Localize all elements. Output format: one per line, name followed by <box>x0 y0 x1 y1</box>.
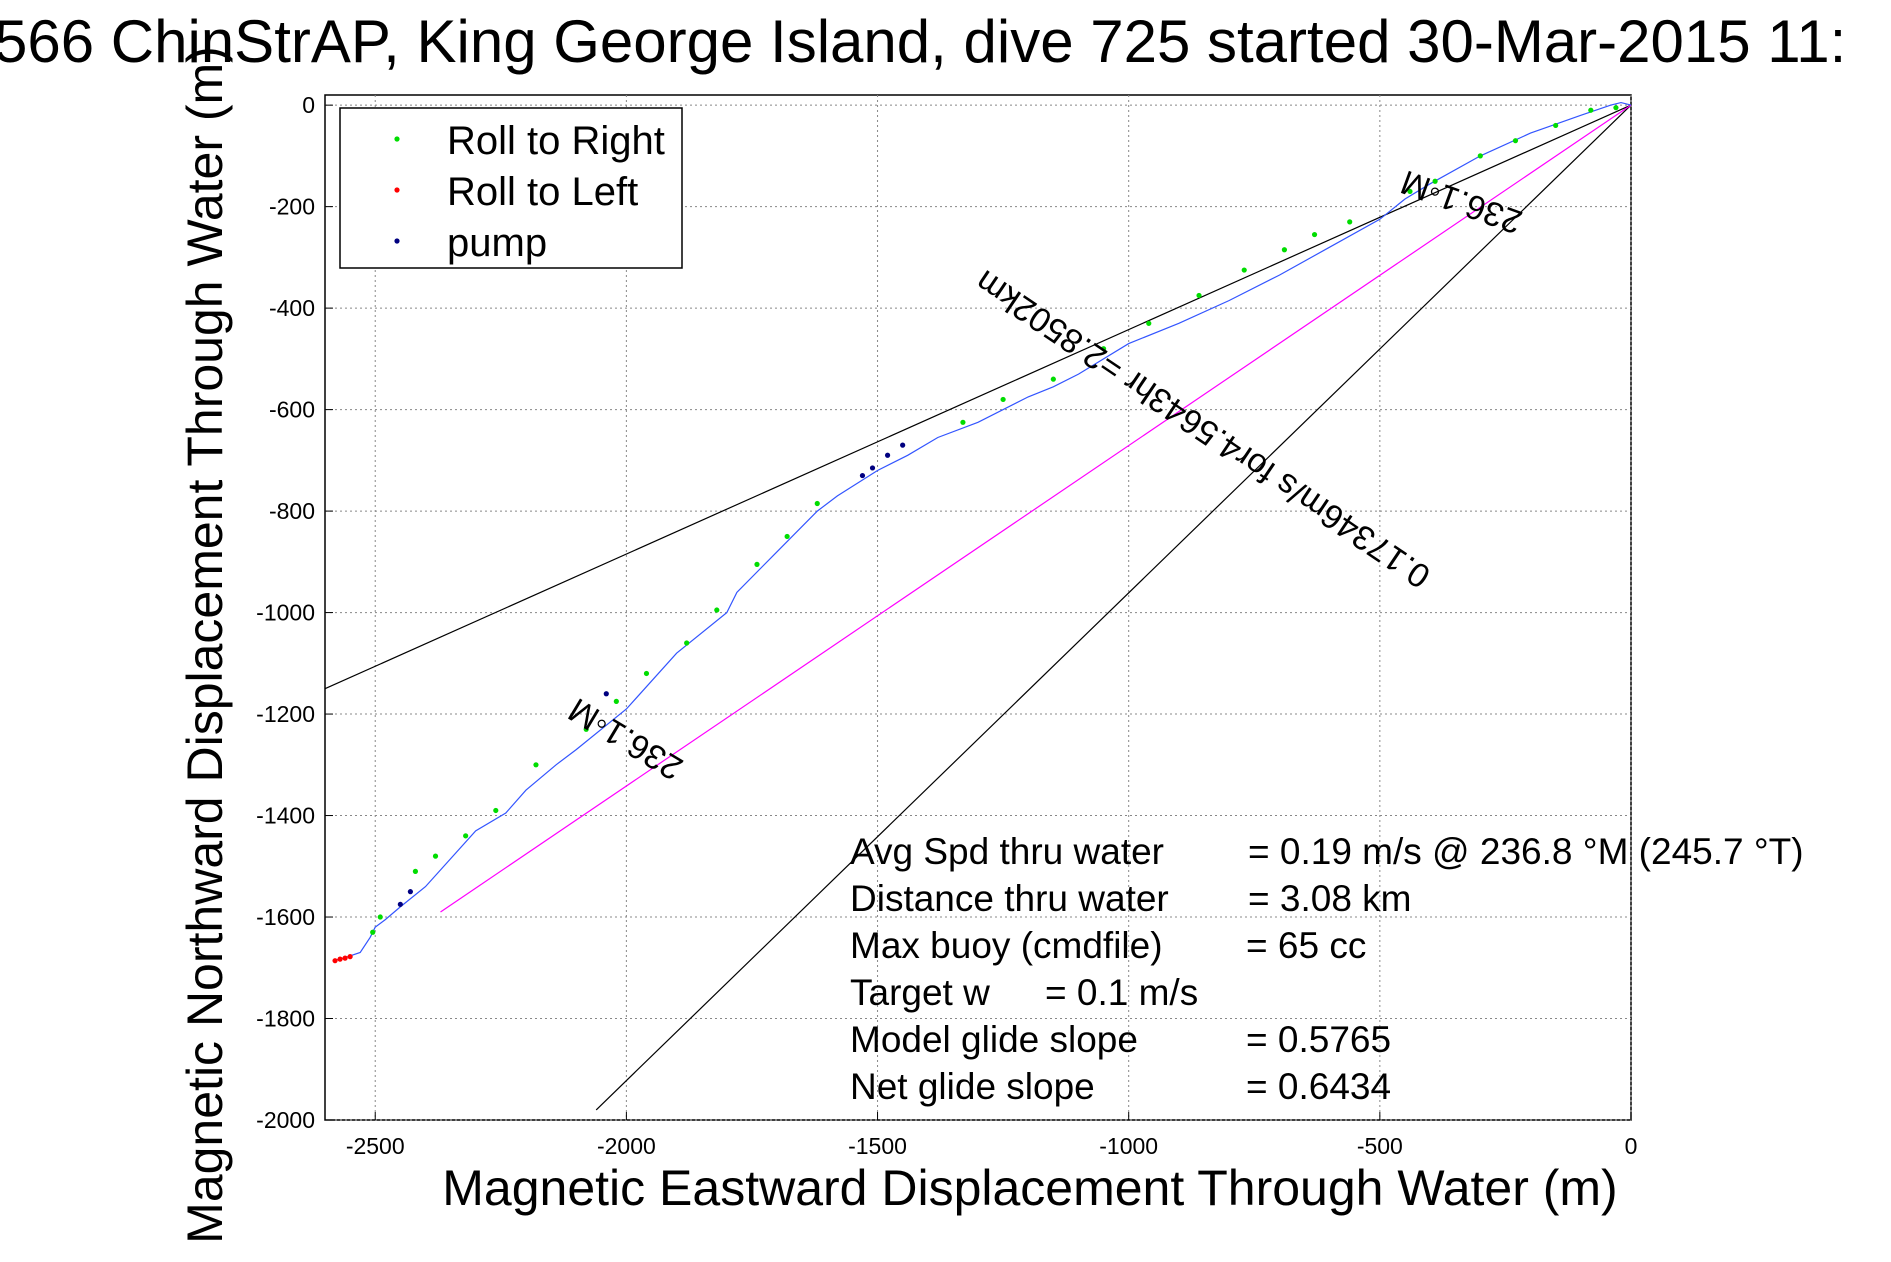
pump-point <box>407 889 413 895</box>
stat-value: = 0.5765 <box>1246 1019 1391 1060</box>
reference-line <box>324 104 1632 690</box>
y-tick-label: -1000 <box>256 600 315 626</box>
pump-point <box>603 691 609 697</box>
plot-area: -2500 -2000 -1500 -1000 -500 0 0 -200 -400 -600 -… <box>256 92 1637 1159</box>
roll-to-left-point <box>342 955 348 961</box>
y-tick-label: -400 <box>269 295 315 321</box>
pump-point <box>884 452 891 458</box>
roll-to-left-point <box>337 956 343 962</box>
pump-point <box>397 901 403 907</box>
reference-line <box>595 104 1632 1111</box>
roll-to-right-point <box>463 833 469 839</box>
roll-to-right-point <box>583 726 589 732</box>
pump-point <box>900 442 906 448</box>
stat-label: Avg Spd thru water <box>850 831 1164 872</box>
stat-value: = 0.19 m/s @ 236.8 °M (245.7 °T) <box>1248 831 1804 872</box>
x-tick-label: -1000 <box>1099 1133 1158 1159</box>
pump-point <box>859 472 866 479</box>
roll-to-right-point <box>1241 267 1247 273</box>
roll-to-right-point <box>1477 153 1483 159</box>
roll-to-right-point <box>754 561 760 567</box>
legend-marker <box>394 136 400 142</box>
stat-value: = 65 cc <box>1246 925 1366 966</box>
roll-to-left-point <box>332 958 338 964</box>
stat-label: Model glide slope <box>850 1019 1138 1060</box>
roll-to-right-point <box>643 670 650 677</box>
stat-label: Target w <box>850 972 990 1013</box>
y-tick-label: -1600 <box>256 904 315 930</box>
roll-to-right-point <box>533 762 539 768</box>
stat-value: = 0.6434 <box>1246 1066 1391 1107</box>
pump-point <box>869 465 876 471</box>
y-axis-label: Magnetic Northward Displacement Through … <box>177 46 233 1244</box>
x-tick-label: 0 <box>1625 1133 1638 1159</box>
legend-label: Roll to Left <box>447 170 638 214</box>
stat-label: Max buoy (cmdfile) <box>850 925 1163 966</box>
stat-label: Net glide slope <box>850 1066 1095 1107</box>
legend: Roll to Right Roll to Left pump <box>339 107 683 269</box>
stat-value: = 0.1 m/s <box>1045 972 1198 1013</box>
x-tick-label: -1500 <box>848 1133 907 1159</box>
y-tick-label: 0 <box>302 92 315 118</box>
legend-marker <box>394 187 400 193</box>
chart-title: 566 ChinStrAP, King George Island, dive … <box>0 8 1846 75</box>
roll-to-right-point <box>714 607 720 613</box>
stat-label: Distance thru water <box>850 878 1169 919</box>
reference-lines <box>324 104 1632 1111</box>
roll-to-right-point <box>1553 122 1559 129</box>
roll-to-right-point <box>1347 219 1353 225</box>
x-tick-label: -2000 <box>597 1133 656 1159</box>
roll-to-right-point <box>412 868 419 874</box>
stats-block: Avg Spd thru water = 0.19 m/s @ 236.8 °M … <box>850 831 1804 1107</box>
roll-to-right-point <box>493 807 499 814</box>
stat-value: = 3.08 km <box>1248 878 1412 919</box>
y-tick-label: -1400 <box>256 803 315 829</box>
roll-to-right-point <box>1281 247 1288 253</box>
y-tick-label: -600 <box>269 397 315 423</box>
roll-to-right-point <box>1613 105 1619 111</box>
series-layer <box>332 101 1632 964</box>
roll-to-right-point <box>1512 138 1519 144</box>
roll-to-right-point <box>960 419 966 425</box>
x-tick-label: -500 <box>1357 1133 1403 1159</box>
y-tick-label: -2000 <box>256 1107 315 1133</box>
legend-label: Roll to Right <box>447 119 665 163</box>
y-tick-label: -1200 <box>256 701 315 727</box>
roll-to-right-point <box>432 853 439 859</box>
x-tick-label: -2500 <box>346 1133 405 1159</box>
legend-marker <box>394 238 400 244</box>
roll-to-right-point <box>1588 107 1594 113</box>
roll-to-right-point <box>784 533 790 540</box>
x-axis-ticks: -2500 -2000 -1500 -1000 -500 0 <box>346 1112 1638 1159</box>
track-line <box>334 101 1632 961</box>
roll-to-right-point <box>613 698 619 704</box>
roll-to-right-point <box>1050 376 1056 382</box>
roll-to-left-point <box>347 954 353 960</box>
y-tick-label: -200 <box>269 194 315 220</box>
roll-to-right-point <box>814 500 820 507</box>
legend-label: pump <box>447 221 547 265</box>
y-tick-label: -1800 <box>256 1006 315 1032</box>
roll-to-right-point <box>684 640 690 646</box>
y-axis-ticks: 0 -200 -400 -600 -800 -1000 -1200 -1400 -1600 -18… <box>256 92 333 1133</box>
roll-to-right-point <box>1311 231 1318 238</box>
roll-to-right-point <box>377 914 383 920</box>
roll-to-right-point <box>1000 396 1006 403</box>
roll-to-right-point <box>1100 346 1107 352</box>
roll-to-right-point <box>1196 292 1202 299</box>
roll-to-right-point <box>1432 178 1438 184</box>
y-tick-label: -800 <box>269 498 315 524</box>
roll-to-right-point <box>1407 188 1413 195</box>
roll-to-right-point <box>1146 320 1152 326</box>
x-axis-label: Magnetic Eastward Displacement Through W… <box>442 1160 1617 1216</box>
roll-to-right-point <box>370 929 376 935</box>
reference-line <box>440 104 1632 913</box>
